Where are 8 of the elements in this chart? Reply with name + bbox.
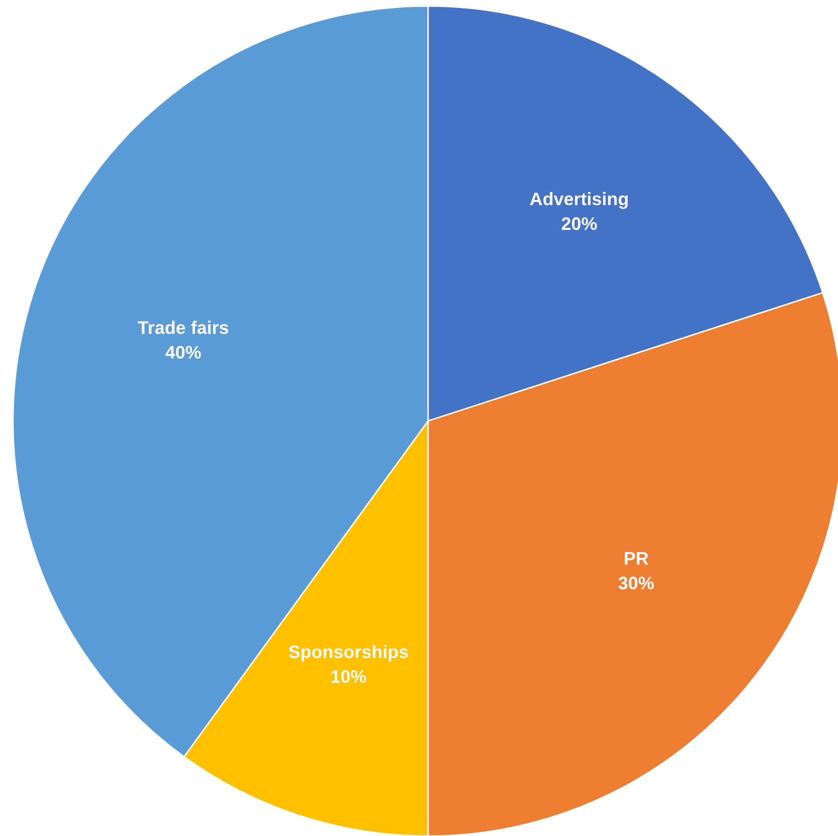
data-label: 20% [562,217,597,230]
slice-label: Advertising [530,192,628,209]
data-label: 30% [618,576,654,590]
slice-label: Sponsorships [288,644,408,662]
slice-label: PR [624,552,648,565]
data-label: 10% [332,670,366,683]
data-label: 40% [166,346,201,359]
slice-label: Trade fairs [138,320,228,334]
